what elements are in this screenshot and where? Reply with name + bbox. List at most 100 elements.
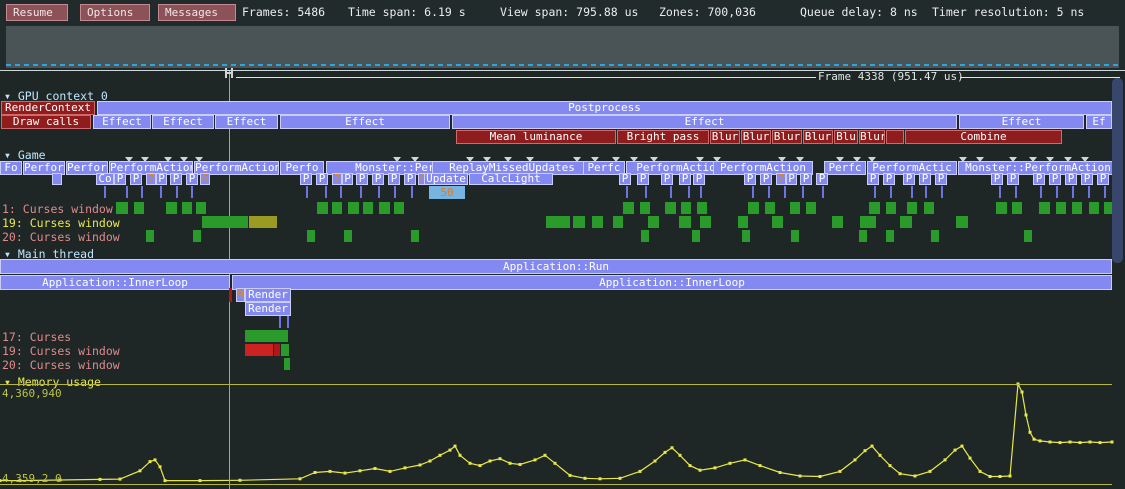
game-zone-2[interactable]: Perform — [66, 161, 108, 175]
game-row-bar[interactable] — [1012, 202, 1022, 214]
gpu-zone-row3-4[interactable]: Blur — [772, 130, 802, 144]
game-subzone-37[interactable]: P — [1007, 173, 1019, 185]
game-row-bar[interactable] — [546, 216, 570, 228]
gpu-zone-row2-2[interactable]: Effect — [152, 115, 214, 129]
gpu-zone-row3-1[interactable]: Bright pass — [617, 130, 709, 144]
main-row-label-2[interactable]: 20: Curses window — [2, 358, 120, 372]
game-row-bar[interactable] — [1089, 202, 1099, 214]
calclight-count-badge[interactable]: 50 — [429, 186, 465, 199]
gpu-zone-row1-1[interactable]: Postprocess — [97, 101, 1112, 115]
game-subzone-11[interactable]: 7 — [332, 173, 342, 185]
game-zone-0[interactable]: Fo — [0, 161, 22, 175]
gpu-zone-row2-5[interactable]: Effect — [452, 115, 957, 129]
game-subzone-36[interactable]: P — [991, 173, 1003, 185]
gpu-zone-row2-1[interactable]: Effect — [93, 115, 151, 129]
game-subzone-23[interactable]: P — [679, 173, 691, 185]
game-row-bar[interactable] — [886, 230, 894, 242]
gpu-zone-row2-7[interactable]: Ef — [1086, 115, 1112, 129]
gpu-zone-row3-0[interactable]: Mean luminance — [456, 130, 616, 144]
game-row-bar[interactable] — [240, 216, 248, 228]
gpu-zone-row3-6[interactable]: Blu — [834, 130, 858, 144]
game-zone-4[interactable]: PerformAction — [194, 161, 279, 175]
game-subzone-0[interactable] — [52, 173, 62, 185]
game-subzone-15[interactable]: P — [388, 173, 400, 185]
game-row-bar[interactable] — [411, 230, 419, 242]
game-subzone-4[interactable]: 7 — [146, 173, 156, 185]
gpu-zone-row3-2[interactable]: Blur — [710, 130, 740, 144]
frames-overview[interactable] — [6, 26, 1119, 68]
game-row-bar[interactable] — [681, 202, 691, 214]
game-row-bar[interactable] — [592, 216, 603, 228]
game-row-bar[interactable] — [700, 216, 711, 228]
game-row-bar[interactable] — [996, 202, 1007, 214]
game-subzone-6[interactable]: P — [170, 173, 182, 185]
game-subzone-3[interactable]: P — [130, 173, 142, 185]
game-row-bar[interactable] — [348, 202, 359, 214]
game-subzone-32[interactable]: P — [883, 173, 895, 185]
game-row-bar[interactable] — [900, 216, 912, 228]
game-row-bar[interactable] — [146, 230, 154, 242]
gpu-zone-row3-9[interactable]: Combine — [905, 130, 1062, 144]
game-zone-1[interactable]: Perform — [23, 161, 65, 175]
render-count-badge[interactable]: 9 — [236, 288, 245, 302]
game-zone-11[interactable]: Perfc — [824, 161, 866, 175]
main-zone-run[interactable]: Application::Run — [0, 259, 1112, 274]
game-subzone-24[interactable]: P — [693, 173, 705, 185]
gpu-zone-row1-0[interactable]: RenderContext — [1, 101, 95, 115]
game-row-bar[interactable] — [806, 202, 816, 214]
game-subzone-42[interactable]: P — [1097, 173, 1109, 185]
game-row-bar[interactable] — [648, 216, 659, 228]
game-row-bar[interactable] — [772, 216, 783, 228]
game-subzone-13[interactable]: P — [356, 173, 368, 185]
main-row-label-0[interactable]: 17: Curses — [2, 330, 72, 344]
main-row-bar[interactable] — [245, 344, 273, 356]
game-subzone-31[interactable]: P — [867, 173, 879, 185]
group-header-gpu-context-0[interactable]: ▾ GPU context 0 — [4, 89, 108, 103]
game-subzone-21[interactable]: P — [637, 173, 649, 185]
main-zone-render-2[interactable]: Render — [245, 302, 291, 316]
gpu-zone-row3-3[interactable]: Blur — [741, 130, 771, 144]
game-row-bar[interactable] — [832, 216, 843, 228]
game-row-bar[interactable] — [924, 202, 934, 214]
game-row-bar[interactable] — [249, 216, 277, 228]
game-subzone-1[interactable]: Co — [96, 173, 114, 185]
game-subzone-25[interactable]: P — [744, 173, 756, 185]
game-row-bar[interactable] — [332, 202, 342, 214]
main-zone-innerloop-right[interactable]: Application::InnerLoop — [232, 275, 1112, 290]
game-row-bar[interactable] — [641, 230, 649, 242]
game-subzone-34[interactable]: P — [919, 173, 931, 185]
game-subzone-18[interactable]: Update — [424, 173, 468, 185]
game-subzone-33[interactable]: P — [903, 173, 915, 185]
group-header-game[interactable]: ▾ Game — [4, 148, 46, 162]
game-row-bar[interactable] — [1024, 230, 1032, 242]
game-row-bar[interactable] — [363, 202, 373, 214]
game-row-bar[interactable] — [1056, 202, 1066, 214]
gpu-zone-row3-8[interactable] — [886, 130, 904, 144]
game-subzone-30[interactable]: P — [816, 173, 828, 185]
game-subzone-12[interactable]: P — [342, 173, 353, 185]
game-subzone-29[interactable]: P — [800, 173, 812, 185]
vertical-scrollbar[interactable] — [1112, 78, 1123, 263]
game-row-label-1[interactable]: 19: Curses window — [2, 216, 120, 230]
options-button[interactable]: Options — [80, 4, 150, 21]
game-subzone-8[interactable]: 6 — [200, 173, 210, 185]
game-subzone-9[interactable]: P — [300, 173, 312, 185]
game-row-bar[interactable] — [956, 216, 968, 228]
game-subzone-16[interactable]: P — [404, 173, 416, 185]
game-subzone-7[interactable]: P — [186, 173, 198, 185]
game-subzone-41[interactable]: P — [1081, 173, 1093, 185]
timeline[interactable]: Frame 4338 (951.47 us) ▾ GPU context 0 ▾ G… — [0, 71, 1125, 489]
playhead-handle[interactable] — [225, 68, 234, 78]
game-row-bar[interactable] — [1039, 202, 1050, 214]
game-subzone-27[interactable]: 7 — [776, 173, 786, 185]
game-row-bar[interactable] — [134, 202, 144, 214]
game-row-bar[interactable] — [640, 202, 650, 214]
game-row-bar[interactable] — [379, 202, 390, 214]
main-row-bar[interactable] — [281, 344, 289, 356]
game-row-bar[interactable] — [573, 216, 585, 228]
messages-button[interactable]: Messages — [158, 4, 236, 21]
game-subzone-38[interactable]: P — [1033, 173, 1045, 185]
game-subzone-26[interactable]: P — [760, 173, 772, 185]
game-row-bar[interactable] — [623, 202, 634, 214]
game-row-bar[interactable] — [307, 230, 315, 242]
